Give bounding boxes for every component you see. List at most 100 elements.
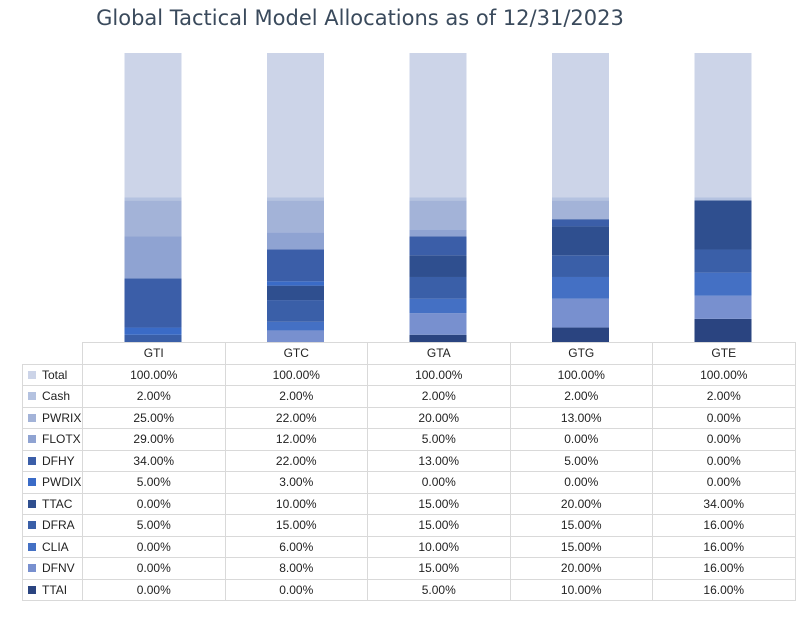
series-name: DFRA [42,518,75,533]
data-label: 0.00% [652,449,796,472]
legend-swatch [28,499,36,508]
data-label: 0.00% [82,535,226,558]
data-label: 0.00% [82,557,226,580]
bar-segment-dfhy-gtc [267,249,324,282]
bar-segment-clia-gta [409,298,467,314]
data-label: 0.00% [652,428,796,451]
data-label: 5.00% [509,449,653,472]
data-label: 0.00% [224,578,368,601]
bar-segment-dfra-gta [409,276,467,299]
bar-segment-clia-gtc [267,321,324,331]
legend-entry-dfra: DFRA [22,514,83,537]
table-row: TTAI 0.00% 0.00% 5.00% 10.00% 16.00% [22,578,796,601]
legend-entry-cash: Cash [22,385,83,408]
data-label: 34.00% [652,492,796,515]
series-name: PWDIX [42,475,82,490]
legend-swatch [28,542,36,551]
data-table: GTI GTC GTA GTG GTE Total 100.00% 100.00% 100.0… [22,342,796,601]
bar-segment-cash-gti [124,197,182,201]
bar-segment-total-gtg [552,53,609,198]
legend-entry-ttac: TTAC [22,492,83,515]
bar-segment-dfhy-gti [124,278,182,328]
legend-entry-pwdix: PWDIX [22,471,83,494]
table-body: Total 100.00% 100.00% 100.00% 100.00% 100.00%… [22,363,796,601]
table-row: Cash 2.00% 2.00% 2.00% 2.00% 2.00% [22,385,796,408]
data-label: 0.00% [82,578,226,601]
bar-segment-flotx-gtc [267,232,324,250]
bar-segment-ttac-gte [694,200,752,250]
bar-segment-dfnv-gta [409,313,467,335]
bar-segment-pwrix-gtg [552,200,609,220]
bar-segment-total-gte [694,53,752,198]
table-row: Total 100.00% 100.00% 100.00% 100.00% 100.00% [22,363,796,386]
series-name: DFHY [42,453,75,468]
column-header-gtg: GTG [509,342,653,365]
table-row: FLOTX 29.00% 12.00% 5.00% 0.00% 0.00% [22,428,796,451]
bar-segment-dfnv-gtc [267,330,324,342]
table-row: DFNV 0.00% 8.00% 15.00% 20.00% 16.00% [22,557,796,580]
table-row: DFHY 34.00% 22.00% 13.00% 5.00% 0.00% [22,449,796,472]
data-label: 3.00% [224,471,368,494]
bar-segment-ttai-gtg [552,327,609,342]
bar-segment-total-gtc [267,53,324,198]
column-header-gta: GTA [367,342,511,365]
data-label: 2.00% [509,385,653,408]
data-label: 0.00% [652,406,796,429]
bar-segment-pwrix-gta [409,200,467,230]
legend-swatch [28,478,36,487]
series-name: PWRIX [42,410,82,425]
data-label: 16.00% [652,535,796,558]
bar-segment-cash-gtc [267,197,324,201]
column-header-gtc: GTC [224,342,368,365]
bar-segment-dfnv-gtg [552,298,609,328]
data-label: 15.00% [224,514,368,537]
data-label: 100.00% [652,363,796,386]
legend-entry-dfnv: DFNV [22,557,83,580]
bar-segment-ttai-gte [694,318,752,342]
data-label: 2.00% [82,385,226,408]
data-label: 6.00% [224,535,368,558]
table-row: PWDIX 5.00% 3.00% 0.00% 0.00% 0.00% [22,471,796,494]
bar-segment-total-gta [409,53,467,198]
legend-swatch [28,456,36,465]
bar-segment-dfhy-gtg [552,219,609,227]
data-label: 0.00% [82,492,226,515]
bar-segment-clia-gtg [552,276,609,299]
bar-segment-flotx-gta [409,229,467,237]
bar-segment-pwdix-gtc [267,281,324,286]
data-label: 15.00% [367,514,511,537]
data-label: 2.00% [224,385,368,408]
data-label: 5.00% [82,514,226,537]
data-label: 16.00% [652,578,796,601]
series-name: Total [42,367,68,382]
legend-swatch [28,564,36,573]
data-label: 15.00% [367,557,511,580]
data-label: 13.00% [509,406,653,429]
table-row: CLIA 0.00% 6.00% 10.00% 15.00% 16.00% [22,535,796,558]
bar-segment-ttai-gta [409,334,467,342]
column-header-gti: GTI [82,342,226,365]
bar-segment-dfra-gti [124,334,182,342]
data-label: 8.00% [224,557,368,580]
chart-title: Global Tactical Model Allocations as of … [96,6,624,30]
data-label: 20.00% [367,406,511,429]
data-label: 15.00% [367,492,511,515]
bar-segment-clia-gte [694,272,752,296]
legend-entry-dfhy: DFHY [22,449,83,472]
bar-segment-pwrix-gti [124,200,182,237]
column-header-gte: GTE [652,342,796,365]
legend-entry-pwrix: PWRIX [22,406,83,429]
data-label: 15.00% [509,535,653,558]
data-label: 25.00% [82,406,226,429]
data-label: 100.00% [224,363,368,386]
legend-swatch [28,392,36,401]
data-label: 15.00% [509,514,653,537]
data-label: 2.00% [367,385,511,408]
bar-segment-cash-gtg [552,197,609,201]
table-row: DFRA 5.00% 15.00% 15.00% 15.00% 16.00% [22,514,796,537]
legend-entry-total: Total [22,363,83,386]
data-label: 5.00% [82,471,226,494]
data-label: 16.00% [652,557,796,580]
data-label: 13.00% [367,449,511,472]
data-label: 0.00% [509,428,653,451]
